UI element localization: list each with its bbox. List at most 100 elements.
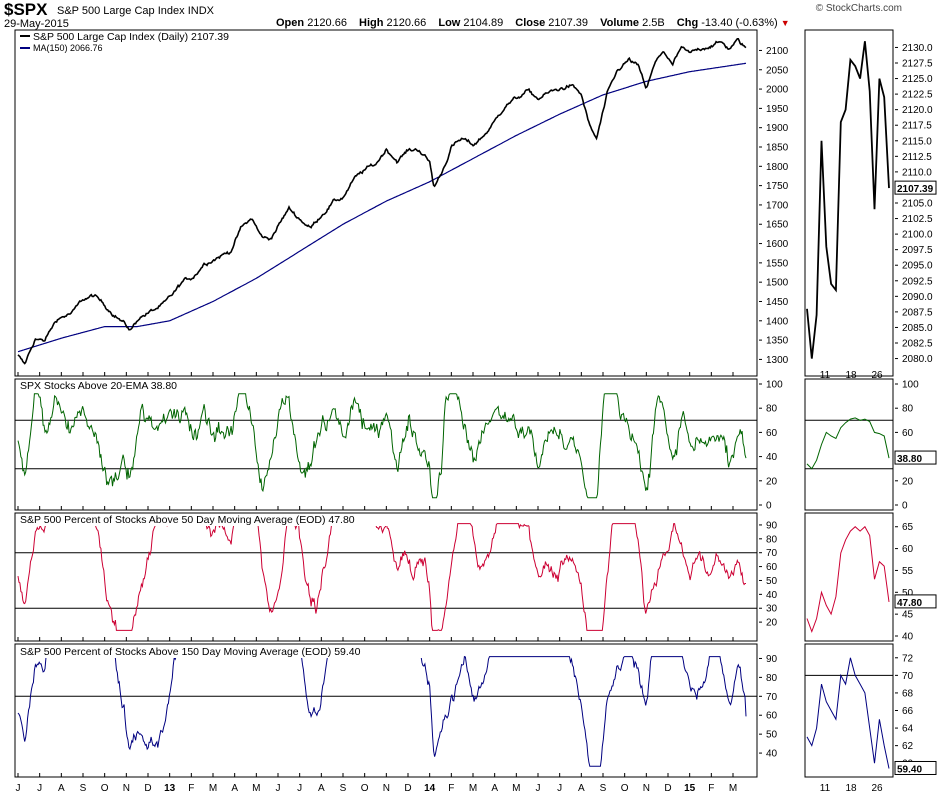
- x-axis-month-label: O: [361, 783, 369, 794]
- zoom-x-label: 11: [820, 370, 831, 381]
- x-axis-month-label: S: [600, 783, 607, 794]
- zoom-price-line: [806, 41, 890, 359]
- zoom-x-label-bottom: 18: [845, 783, 857, 794]
- zoom-price-axis-tick-label: 2087.5: [902, 307, 933, 318]
- x-axis-month-label: N: [643, 783, 650, 794]
- pct150-title-bg: [18, 646, 430, 658]
- zoom-price-axis-tick-label: 2092.5: [902, 276, 933, 287]
- zoom-pct150-axis-tick-label: 62: [902, 741, 914, 752]
- x-axis-month-label: A: [58, 783, 65, 794]
- x-axis-month-label: A: [318, 783, 325, 794]
- ema20-axis-tick-label: 40: [766, 452, 778, 463]
- zoom-pct150-axis-tick-label: 68: [902, 688, 914, 699]
- ma-legend-label: MA(150) 2066.76: [33, 43, 103, 53]
- pct150-line: [17, 655, 747, 767]
- price-axis-tick-label: 1350: [766, 336, 789, 347]
- change-value: -13.40 (-0.63%): [701, 17, 778, 29]
- x-axis-month-label: O: [101, 783, 109, 794]
- high-label: High: [359, 17, 384, 29]
- ema20-axis-tick-label: 80: [766, 404, 778, 415]
- x-axis-month-label: J: [557, 783, 562, 794]
- open-value: 2120.66: [307, 17, 347, 29]
- pct50-title-bg: [18, 514, 423, 526]
- ema20-axis-tick-label: 0: [766, 501, 772, 512]
- price-axis-tick-label: 1850: [766, 143, 789, 154]
- pct150-axis-tick-label: 90: [766, 654, 778, 665]
- low-value: 2104.89: [463, 17, 504, 29]
- zoom-price-axis-tick-label: 2082.5: [902, 339, 933, 350]
- high-value: 2120.66: [386, 17, 427, 29]
- x-axis-month-label: S: [80, 783, 87, 794]
- date-label: 29-May-2015: [4, 18, 69, 30]
- volume-label: Volume: [600, 17, 640, 29]
- chart-header: $SPX S&P 500 Large Cap Index INDX 29-May…: [0, 0, 950, 30]
- zoom-frame-1: [804, 29, 894, 377]
- price-axis-tick-label: 1550: [766, 258, 789, 269]
- x-axis-month-label: 15: [684, 783, 696, 794]
- zoom-ema20-axis-tick-label: 100: [902, 380, 919, 391]
- zoom-price-axis-tick-label: 2130.0: [902, 43, 933, 54]
- x-axis-month-label: A: [491, 783, 498, 794]
- pct50-axis-tick-label: 40: [766, 590, 778, 601]
- ema20-axis-tick-label: 60: [766, 428, 778, 439]
- zoom-pct50-last-value-label: 47.80: [897, 598, 922, 609]
- zoom-pct50-line: [806, 525, 890, 634]
- change-down-icon: ▼: [780, 18, 790, 28]
- ohlc-readout: Open 2120.66 High 2120.66 Low 2104.89 Cl…: [276, 17, 790, 29]
- x-axis-month-label: 13: [164, 783, 176, 794]
- pct50-line: [17, 522, 746, 631]
- ma150-line: [17, 62, 747, 353]
- price-axis-tick-label: 1450: [766, 297, 789, 308]
- price-axis-tick-label: 1800: [766, 162, 789, 173]
- price-axis-tick-label: 1400: [766, 316, 789, 327]
- index-name-text: S&P 500 Large Cap Index: [57, 5, 185, 17]
- zoom-price-axis-tick-label: 2097.5: [902, 245, 933, 256]
- x-axis-month-label: N: [383, 783, 390, 794]
- price-axis-tick-label: 1900: [766, 123, 789, 134]
- zoom-ema20-last-value-label: 38.80: [897, 454, 922, 465]
- zoom-x-label: 26: [871, 370, 883, 381]
- zoom-price-axis-tick-label: 2102.5: [902, 214, 933, 225]
- zoom-pct150-line: [806, 657, 890, 769]
- x-axis-month-label: J: [276, 783, 281, 794]
- x-axis-month-label: J: [16, 783, 21, 794]
- zoom-price-axis-tick-label: 2105.0: [902, 199, 933, 210]
- panel-frame-4: [14, 643, 758, 778]
- zoom-pct50-axis-tick-label: 60: [902, 544, 914, 555]
- x-axis-month-label: D: [664, 783, 671, 794]
- zoom-ema20-axis-tick-label: 20: [902, 476, 914, 487]
- x-axis-month-label: F: [448, 783, 454, 794]
- pct150-title: S&P 500 Percent of Stocks Above 150 Day …: [20, 646, 361, 658]
- zoom-price-axis-tick-label: 2080.0: [902, 354, 933, 365]
- price-axis-tick-label: 1500: [766, 278, 789, 289]
- x-axis-month-label: S: [340, 783, 347, 794]
- symbol-label: $SPX: [4, 0, 48, 19]
- zoom-ema20-axis-tick-label: 80: [902, 404, 914, 415]
- pct150-axis-tick-label: 50: [766, 730, 778, 741]
- ema20-axis-tick-label: 100: [766, 380, 783, 391]
- pct150-axis-tick-label: 60: [766, 711, 778, 722]
- zoom-ema20-last-value-box: [894, 450, 937, 465]
- zoom-frame-3: [804, 512, 894, 642]
- pct50-title: S&P 500 Percent of Stocks Above 50 Day M…: [20, 514, 355, 526]
- zoom-x-label-bottom: 26: [871, 783, 883, 794]
- pct150-axis-tick-label: 40: [766, 749, 778, 760]
- x-axis-month-label: F: [188, 783, 194, 794]
- x-axis-month-label: M: [729, 783, 737, 794]
- zoom-ema20-line: [806, 417, 890, 470]
- zoom-pct150-last-value-label: 59.40: [897, 764, 922, 775]
- ema20-line: [17, 393, 747, 499]
- zoom-price-axis-tick-label: 2112.5: [902, 152, 932, 163]
- close-value: 2107.39: [548, 17, 589, 29]
- zoom-pct50-axis-tick-label: 40: [902, 632, 914, 643]
- zoom-x-label: 18: [845, 370, 857, 381]
- zoom-price-axis-tick-label: 2095.0: [902, 261, 933, 272]
- x-axis-month-label: F: [708, 783, 714, 794]
- pct150-axis-tick-label: 80: [766, 673, 778, 684]
- brand-logo[interactable]: © StockCharts.com: [815, 3, 902, 14]
- x-axis-month-label: A: [231, 783, 238, 794]
- price-axis-tick-label: 1650: [766, 220, 789, 231]
- zoom-pct150-axis-tick-label: 66: [902, 706, 914, 717]
- zoom-frame-2: [804, 378, 894, 511]
